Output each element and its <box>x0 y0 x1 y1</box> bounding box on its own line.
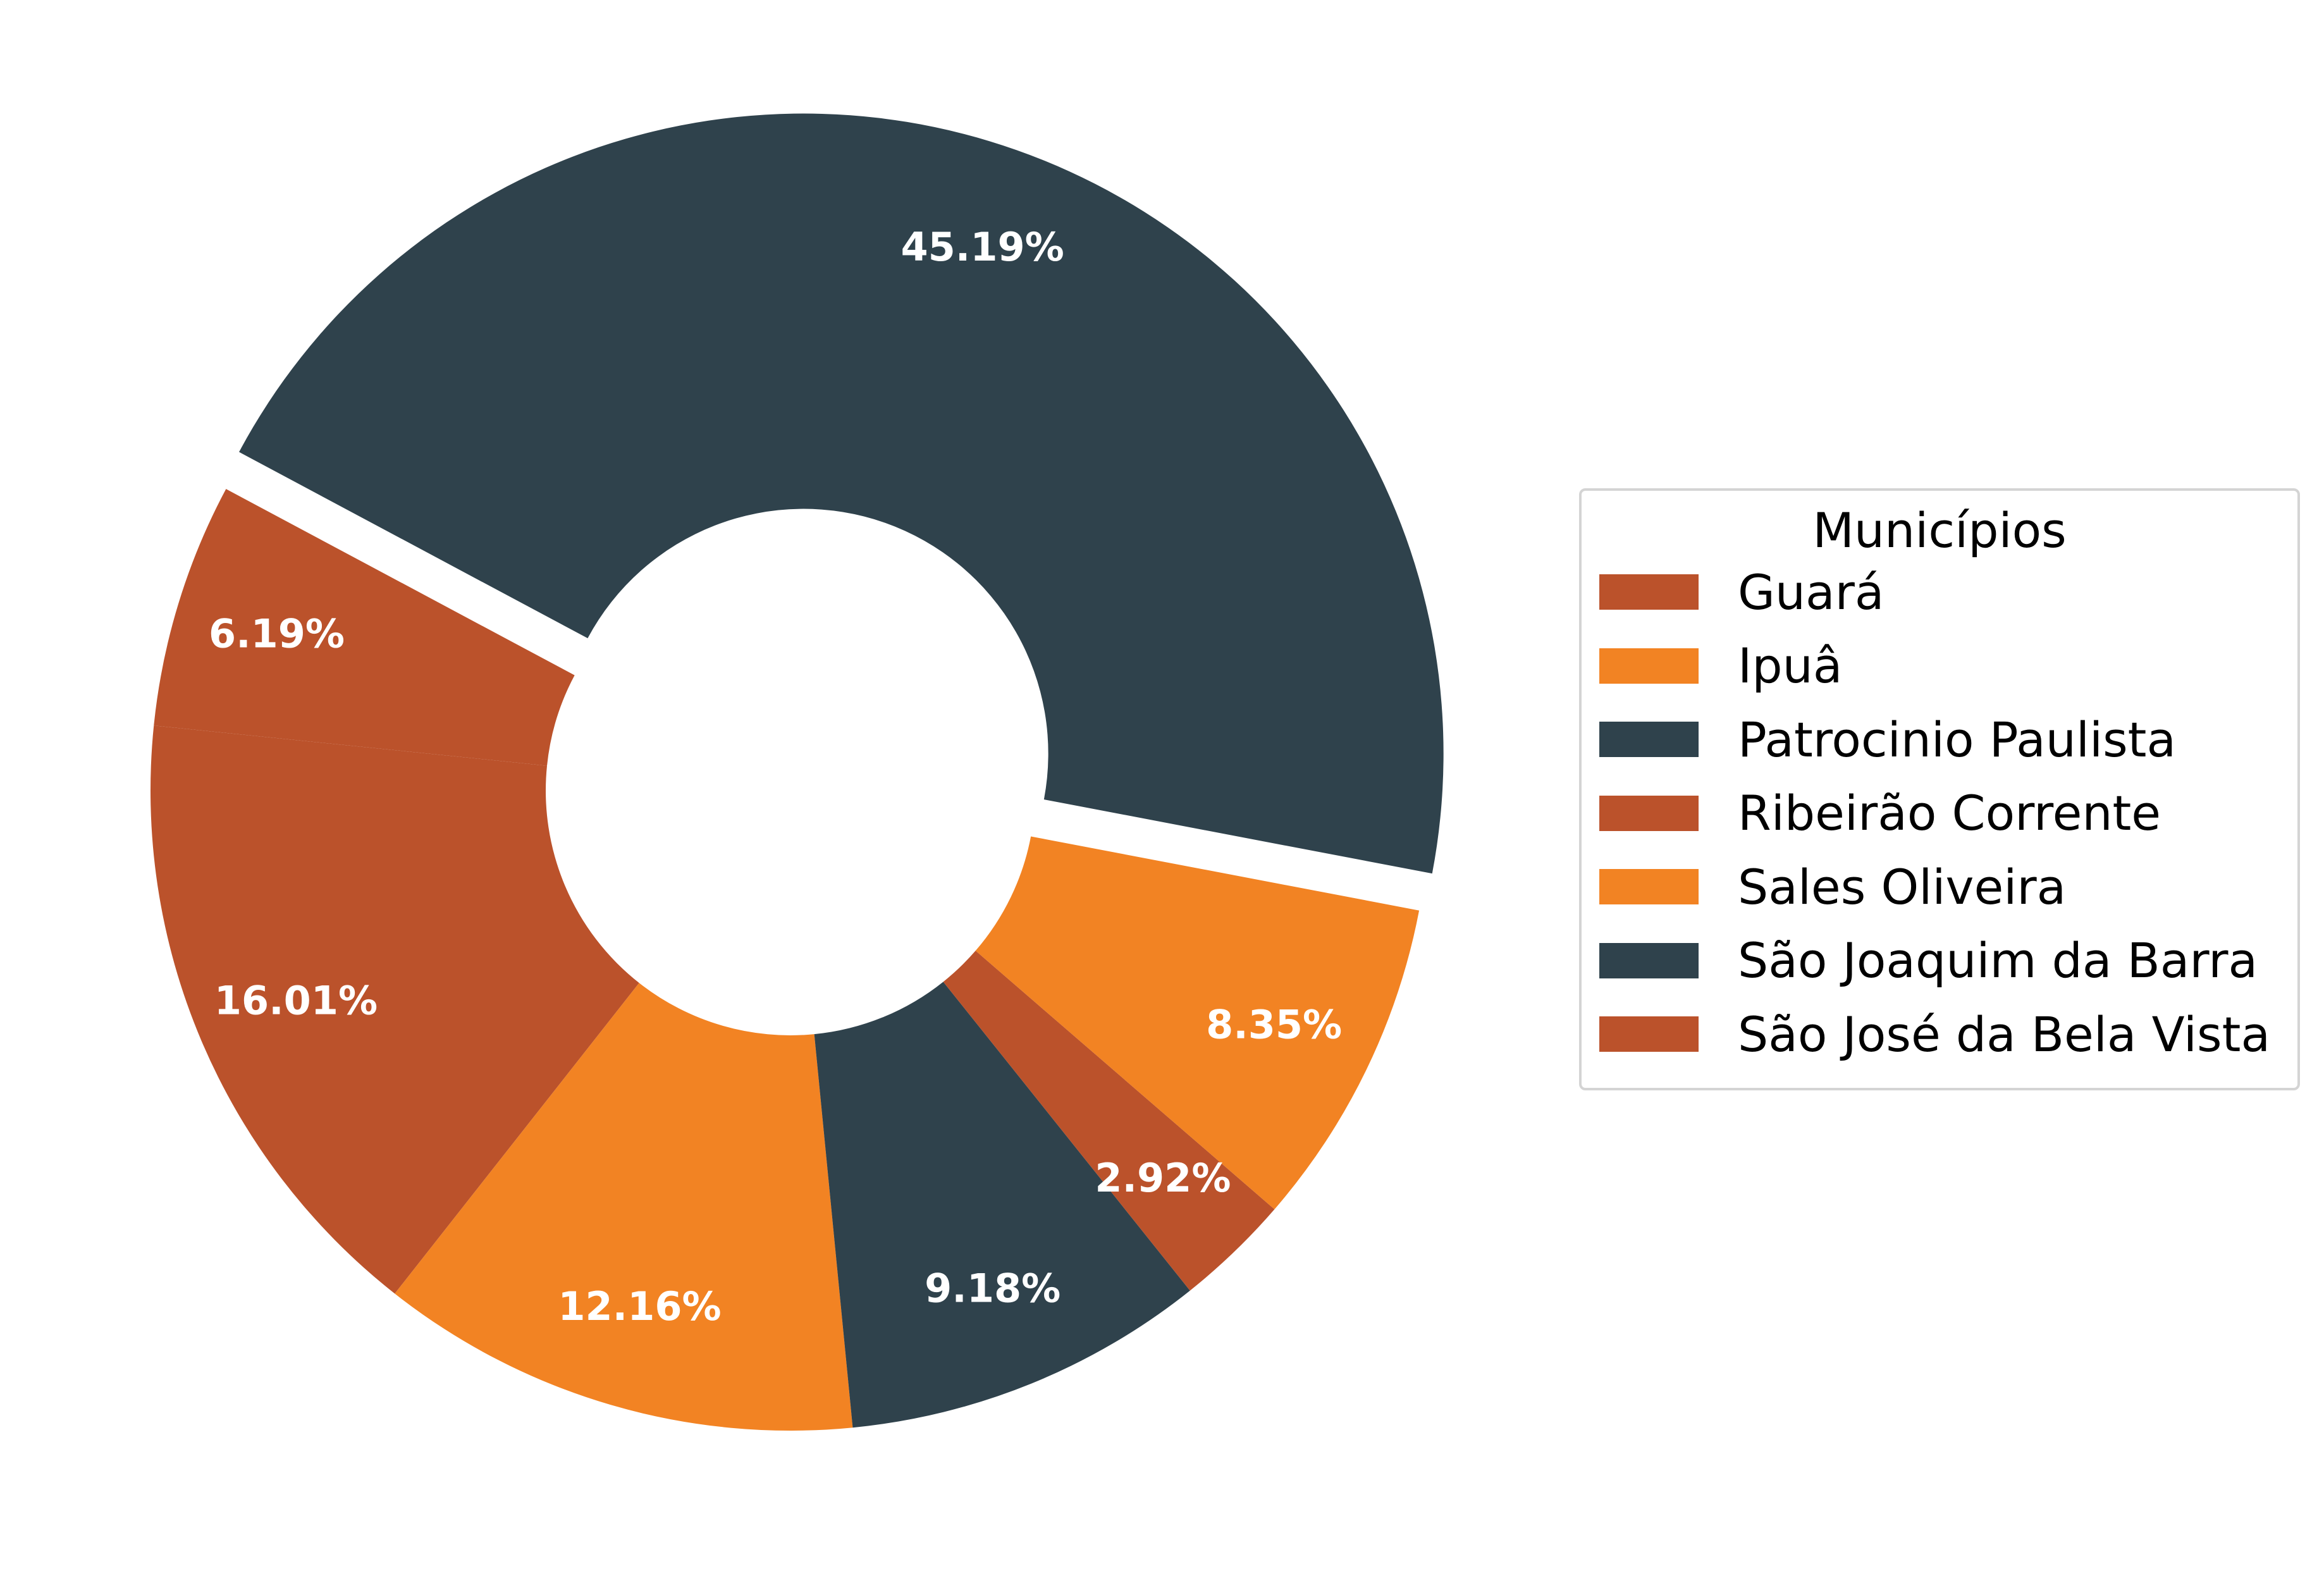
slice-sales-oliveira <box>975 836 1420 1210</box>
legend-item-sales-oliveira: Sales Oliveira <box>1599 858 2066 915</box>
legend-swatch <box>1599 942 1699 978</box>
legend: Municípios Guará Ipuâ Patrocinio Paulista R… <box>1579 488 2300 1090</box>
legend-item-patrocinio-paulista: Patrocinio Paulista <box>1599 711 2176 768</box>
slice-guara <box>151 725 639 1294</box>
legend-item-ipua: Ipuâ <box>1599 638 1842 694</box>
slice-sao-joaquim-da-barra <box>239 113 1444 874</box>
slice-label-sao-jose-da-bela-vista: 6.19% <box>209 611 345 657</box>
legend-label: Patrocinio Paulista <box>1738 711 2177 768</box>
legend-item-guara: Guará <box>1599 564 1884 620</box>
legend-swatch <box>1599 574 1699 610</box>
legend-swatch <box>1599 1016 1699 1052</box>
slice-label-ribeirao-corrente: 2.92% <box>1095 1155 1231 1201</box>
chart-slices <box>151 113 1444 1431</box>
slice-label-sao-joaquim-da-barra: 45.19% <box>901 224 1064 270</box>
legend-label: Guará <box>1738 564 1884 620</box>
legend-label: Sales Oliveira <box>1738 858 2067 915</box>
legend-swatch <box>1599 869 1699 904</box>
legend-swatch <box>1599 722 1699 757</box>
slice-ipua <box>395 983 853 1431</box>
legend-swatch <box>1599 648 1699 684</box>
legend-swatch <box>1599 795 1699 831</box>
legend-label: Ribeirão Corrente <box>1738 785 2161 841</box>
legend-label: São José da Bela Vista <box>1738 1006 2271 1063</box>
slice-ribeirao-corrente <box>943 951 1275 1291</box>
legend-label: Ipuâ <box>1738 638 1843 694</box>
slice-sao-jose-da-bela-vista <box>154 489 575 766</box>
legend-label: São Joaquim da Barra <box>1738 932 2258 989</box>
legend-title: Municípios <box>1812 502 2067 558</box>
chart-slice-labels: 16.01% 12.16% 9.18% 2.92% 8.35% 45.19% 6.19% <box>209 224 1342 1329</box>
legend-item-sao-jose-da-bela-vista: São José da Bela Vista <box>1599 1006 2270 1063</box>
slice-label-sales-oliveira: 8.35% <box>1206 1002 1342 1048</box>
slice-label-ipua: 12.16% <box>558 1283 721 1329</box>
slice-label-guara: 16.01% <box>214 977 378 1023</box>
legend-item-sao-joaquim-da-barra: São Joaquim da Barra <box>1599 932 2258 989</box>
slice-label-patrocinio-paulista: 9.18% <box>925 1266 1061 1312</box>
slice-patrocinio-paulista <box>814 982 1190 1428</box>
legend-item-ribeirao-corrente: Ribeirão Corrente <box>1599 785 2161 842</box>
